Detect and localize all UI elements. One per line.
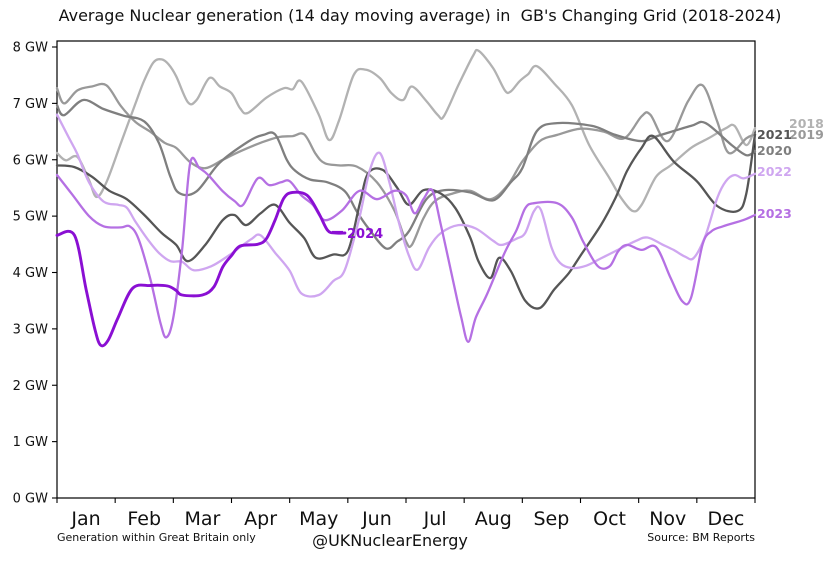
x-tick-label: Nov <box>649 508 686 530</box>
series-line-2018 <box>55 48 757 213</box>
caption-handle: @UKNuclearEnergy <box>312 531 468 550</box>
y-tick-label: 4 GW <box>13 266 48 281</box>
x-tick-label: Jan <box>70 508 100 530</box>
y-tick-label: 3 GW <box>13 322 48 337</box>
series-line-2019 <box>55 82 757 249</box>
series-line-2024 <box>55 190 347 348</box>
caption-note: Generation within Great Britain only <box>57 531 256 544</box>
x-tick-label: May <box>299 508 338 530</box>
y-tick-label: 0 GW <box>13 492 48 507</box>
y-tick-label: 8 GW <box>13 41 48 56</box>
annotation-2024-label: 2024 <box>347 227 383 242</box>
y-tick-label: 5 GW <box>13 210 48 225</box>
series-label-2022: 2022 <box>757 164 792 179</box>
caption-source: Source: BM Reports <box>647 531 755 544</box>
x-tick-label: Mar <box>184 508 220 530</box>
y-tick-label: 6 GW <box>13 153 48 168</box>
series-line-2021 <box>55 133 757 310</box>
x-tick-label: Feb <box>127 508 161 530</box>
x-tick-label: Jun <box>361 508 392 530</box>
x-tick-label: Dec <box>708 508 745 530</box>
series-line-2022 <box>55 113 757 298</box>
series-label-2023: 2023 <box>757 206 792 221</box>
chart-title: Average Nuclear generation (14 day movin… <box>58 6 782 25</box>
y-tick-label: 7 GW <box>13 97 48 112</box>
series-line-2023 <box>55 156 757 343</box>
series-line-2020 <box>55 98 757 250</box>
series-label-2020: 2020 <box>757 143 792 158</box>
x-tick-label: Apr <box>244 508 277 530</box>
x-tick-label: Oct <box>593 508 626 530</box>
series-label-2018: 2018 <box>789 116 824 131</box>
y-tick-label: 2 GW <box>13 379 48 394</box>
x-tick-label: Sep <box>534 508 570 530</box>
x-tick-label: Jul <box>423 508 447 530</box>
x-tick-label: Aug <box>475 508 512 530</box>
series-label-2019: 2019 <box>789 127 824 142</box>
plot-frame <box>56 40 756 499</box>
y-tick-label: 1 GW <box>13 435 48 450</box>
series-label-2021: 2021 <box>757 127 792 142</box>
